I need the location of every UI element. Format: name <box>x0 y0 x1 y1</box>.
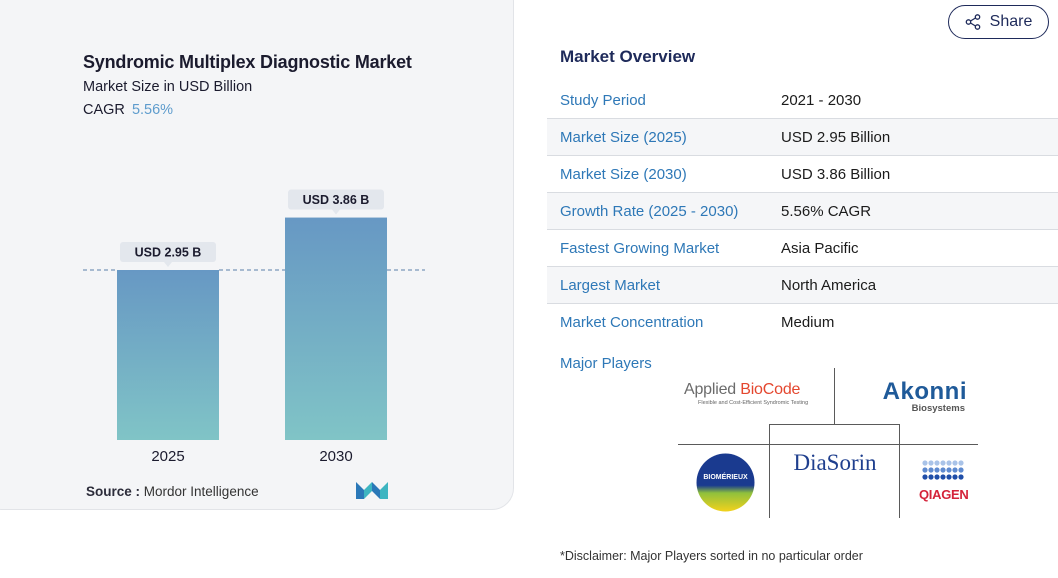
data-label-2030: USD 3.86 B <box>288 189 384 215</box>
qiagen-logo: QIAGEN <box>918 460 974 502</box>
overview-row-concentration: Market Concentration Medium <box>547 304 1058 341</box>
mordor-intelligence-logo <box>356 482 388 499</box>
overview-label[interactable]: Market Size (2025) <box>560 128 687 146</box>
overview-label[interactable]: Study Period <box>560 91 646 109</box>
bar-chart: USD 2.95 B 2025 USD 3.86 B 2030 <box>83 189 425 465</box>
divider <box>678 444 978 445</box>
overview-value: USD 3.86 Billion <box>781 165 891 183</box>
overview-value: 5.56% CAGR <box>781 202 872 220</box>
major-players-grid: Applied BioCode Flexible and Cost-Effici… <box>676 368 980 518</box>
overview-row-study-period: Study Period 2021 - 2030 <box>547 82 1058 119</box>
biomerieux-logo: BIOMÉRIEUX <box>695 452 756 513</box>
overview-value: Asia Pacific <box>781 239 859 257</box>
divider <box>769 424 900 425</box>
akonni-logo: Akonni Biosystems <box>855 378 967 415</box>
diasorin-logo: DiaSorin <box>793 450 877 475</box>
overview-value: Medium <box>781 314 835 331</box>
divider <box>769 424 770 518</box>
akonni-sub: Biosystems <box>911 403 965 414</box>
share-button[interactable]: Share <box>948 5 1049 39</box>
overview-row-market-size-2030: Market Size (2030) USD 3.86 Billion <box>547 156 1058 193</box>
chart-subtitle: Market Size in USD Billion <box>83 79 253 95</box>
disclaimer: *Disclaimer: Major Players sorted in no … <box>560 549 863 563</box>
x-tick-label: 2030 <box>319 448 352 465</box>
x-tick-label: 2025 <box>151 448 184 465</box>
overview-label[interactable]: Fastest Growing Market <box>560 239 720 257</box>
data-label-text: USD 3.86 B <box>303 193 370 207</box>
cagr-line: CAGR 5.56% <box>83 102 173 118</box>
biomerieux-emblem <box>696 453 755 512</box>
qiagen-name: QIAGEN <box>919 487 969 502</box>
overview-value: 2021 - 2030 <box>781 91 862 109</box>
overview-label[interactable]: Growth Rate (2025 - 2030) <box>560 202 739 220</box>
overview-row-fastest-growing: Fastest Growing Market Asia Pacific <box>547 230 1058 267</box>
source-value: Mordor Intelligence <box>143 484 259 499</box>
chart-title: Syndromic Multiplex Diagnostic Market <box>83 52 412 72</box>
biomerieux-name: BIOMÉRIEUX <box>703 474 748 481</box>
bar-2025 <box>117 270 219 440</box>
overview-label[interactable]: Largest Market <box>560 276 661 294</box>
overview-value: USD 2.95 Billion <box>781 128 891 146</box>
source-line: Source : Mordor Intelligence <box>86 484 259 499</box>
overview-title: Market Overview <box>560 47 696 66</box>
major-players-title[interactable]: Major Players <box>560 355 652 372</box>
source-label: Source : <box>86 484 141 499</box>
share-icon <box>965 14 980 30</box>
cagr-value: 5.56% <box>131 102 174 118</box>
data-label-text: USD 2.95 B <box>135 246 202 260</box>
overview-row-market-size-2025: Market Size (2025) USD 2.95 Billion <box>547 119 1058 156</box>
overview-label[interactable]: Market Concentration <box>560 314 704 331</box>
chart-card <box>0 0 514 510</box>
bar-2030 <box>285 217 387 440</box>
share-label: Share <box>989 13 1033 30</box>
overview-label[interactable]: Market Size (2030) <box>560 165 687 183</box>
applied-biocode-logo: Applied BioCode Flexible and Cost-Effici… <box>684 381 832 406</box>
divider <box>899 424 900 518</box>
overview-row-growth-rate: Growth Rate (2025 - 2030) 5.56% CAGR <box>547 193 1058 230</box>
divider <box>834 368 835 424</box>
overview-table: Study Period 2021 - 2030 Market Size (20… <box>547 82 1058 341</box>
qiagen-dots <box>922 460 964 480</box>
overview-row-largest-market: Largest Market North America <box>547 267 1058 304</box>
akonni-name: Akonni <box>882 378 967 405</box>
overview-value: North America <box>781 276 877 294</box>
data-label-2025: USD 2.95 B <box>120 242 216 267</box>
applied-biocode-word2: BioCode <box>740 381 801 398</box>
applied-biocode-word1: Applied <box>684 381 741 398</box>
cagr-label: CAGR <box>83 102 125 118</box>
applied-biocode-tagline: Flexible and Cost-Efficient Syndromic Te… <box>698 400 809 406</box>
